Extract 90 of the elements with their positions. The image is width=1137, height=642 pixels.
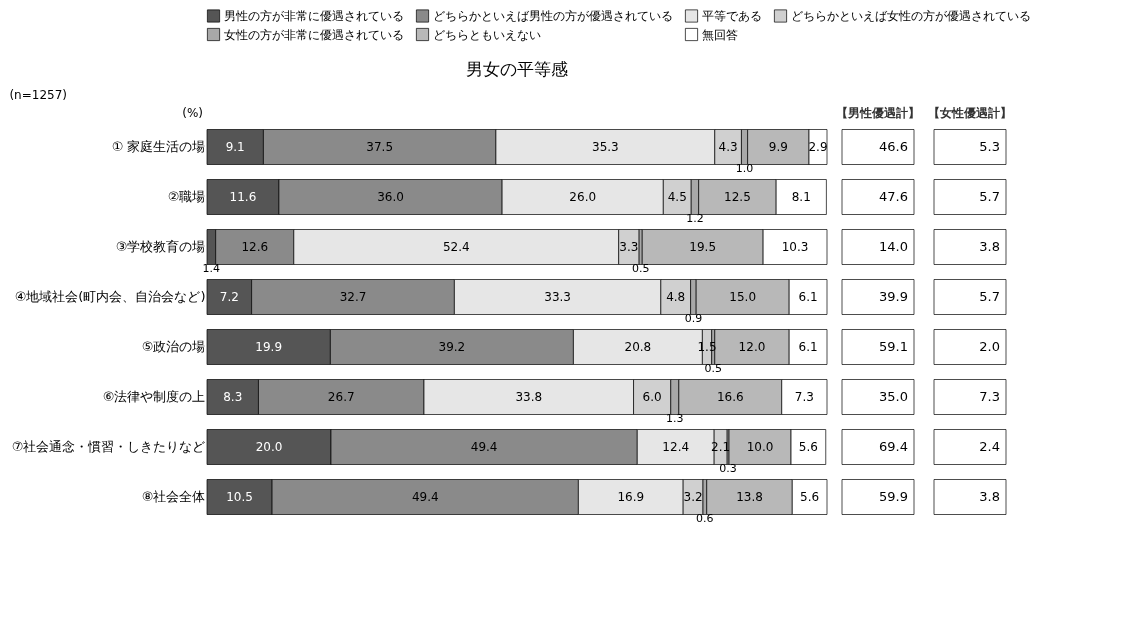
- data-label: 13.8: [736, 490, 763, 504]
- data-label: 3.2: [683, 490, 703, 504]
- text: 3.8: [979, 239, 1000, 254]
- data-label: 6.1: [798, 290, 818, 304]
- data-label: 39.2: [438, 340, 466, 354]
- data-label: 9.9: [768, 140, 788, 154]
- data-label: 19.9: [255, 340, 283, 354]
- text: 35.0: [879, 389, 908, 404]
- data-label: 16.9: [617, 490, 645, 504]
- text: 2.0: [979, 339, 1000, 354]
- y-tick-label: ⑥法律や制度の上: [102, 389, 206, 404]
- text: 5.3: [979, 139, 1000, 154]
- text: 59.9: [879, 489, 908, 504]
- data-label: 0.9: [684, 312, 703, 325]
- data-label: 12.6: [241, 240, 269, 254]
- data-label: 5.6: [798, 440, 818, 454]
- data-label: 36.0: [377, 190, 404, 204]
- data-label: 4.3: [718, 140, 738, 154]
- y-tick-label: ⑦社会通念・慣習・しきたりなど: [11, 439, 206, 454]
- text: 14.0: [879, 239, 908, 254]
- y-tick-label: ⑧社会全体: [141, 489, 206, 504]
- text: 2.4: [979, 439, 1000, 454]
- data-label: 5.6: [800, 490, 820, 504]
- data-label: 33.8: [515, 390, 543, 404]
- y-tick-label: ②職場: [167, 189, 206, 204]
- data-label: 8.1: [791, 190, 811, 204]
- data-label: 49.4: [411, 490, 439, 504]
- data-label: 7.3: [794, 390, 814, 404]
- data-label: 6.1: [798, 340, 818, 354]
- data-label: 4.8: [666, 290, 686, 304]
- data-label: 0.3: [719, 462, 737, 475]
- text: 【女性優遇計】: [928, 106, 1012, 120]
- data-label: 10.3: [781, 240, 809, 254]
- data-label: 37.5: [366, 140, 394, 154]
- data-label: 16.6: [716, 390, 744, 404]
- text: 5.7: [979, 189, 1000, 204]
- data-label: 26.0: [569, 190, 597, 204]
- legend-label: 女性の方が非常に優遇されている: [224, 27, 404, 42]
- legend-label: どちらともいえない: [433, 27, 541, 42]
- data-label: 11.6: [229, 190, 257, 204]
- text: 69.4: [879, 439, 908, 454]
- data-label: 6.0: [642, 390, 662, 404]
- data-label: 2.9: [808, 140, 828, 154]
- text: 【男性優遇計】: [836, 106, 920, 120]
- text: (%): [182, 106, 203, 120]
- text: 7.3: [979, 389, 1000, 404]
- data-label: 49.4: [470, 440, 498, 454]
- data-label: 0.5: [704, 362, 722, 375]
- data-label: 20.0: [255, 440, 283, 454]
- data-label: 9.1: [225, 140, 245, 154]
- text: 46.6: [879, 139, 908, 154]
- data-label: 12.4: [662, 440, 690, 454]
- data-label: 12.0: [738, 340, 766, 354]
- data-label: 0.5: [631, 262, 650, 275]
- data-label: 3.3: [619, 240, 639, 254]
- data-label: 52.4: [442, 240, 470, 254]
- text: 3.8: [979, 489, 1000, 504]
- data-label: 1.4: [202, 262, 221, 275]
- data-label: 4.5: [667, 190, 687, 204]
- data-label: 33.3: [544, 290, 571, 304]
- text: 39.9: [879, 289, 908, 304]
- data-label: 1.0: [735, 162, 754, 175]
- y-tick-label: ① 家庭生活の場: [111, 139, 206, 154]
- data-label: 1.2: [686, 212, 704, 225]
- text: 47.6: [879, 189, 908, 204]
- data-label: 15.0: [729, 290, 757, 304]
- text: (n=1257): [9, 88, 67, 102]
- legend-label: 平等である: [702, 8, 762, 23]
- text: 59.1: [879, 339, 908, 354]
- data-label: 35.3: [591, 140, 619, 154]
- data-label: 7.2: [219, 290, 239, 304]
- chart-title: 男女の平等感: [466, 59, 568, 79]
- y-tick-label: ⑤政治の場: [141, 339, 206, 354]
- data-label: 8.3: [223, 390, 243, 404]
- data-label: 10.0: [746, 440, 774, 454]
- text: 5.7: [979, 289, 1000, 304]
- data-label: 32.7: [339, 290, 367, 304]
- data-label: 20.8: [624, 340, 652, 354]
- data-label: 12.5: [724, 190, 751, 204]
- data-label: 19.5: [689, 240, 717, 254]
- legend-label: 無回答: [702, 27, 738, 42]
- data-label: 10.5: [226, 490, 253, 504]
- data-label: 26.7: [327, 390, 355, 404]
- data-label: 0.6: [696, 512, 714, 525]
- y-tick-label: ④地域社会(町内会、自治会など): [14, 289, 206, 304]
- y-tick-label: ③学校教育の場: [115, 239, 206, 254]
- legend-label: どちらかといえば男性の方が優遇されている: [433, 8, 673, 23]
- legend-label: 男性の方が非常に優遇されている: [224, 8, 404, 23]
- data-label: 1.3: [666, 412, 684, 425]
- legend-label: どちらかといえば女性の方が優遇されている: [791, 8, 1031, 23]
